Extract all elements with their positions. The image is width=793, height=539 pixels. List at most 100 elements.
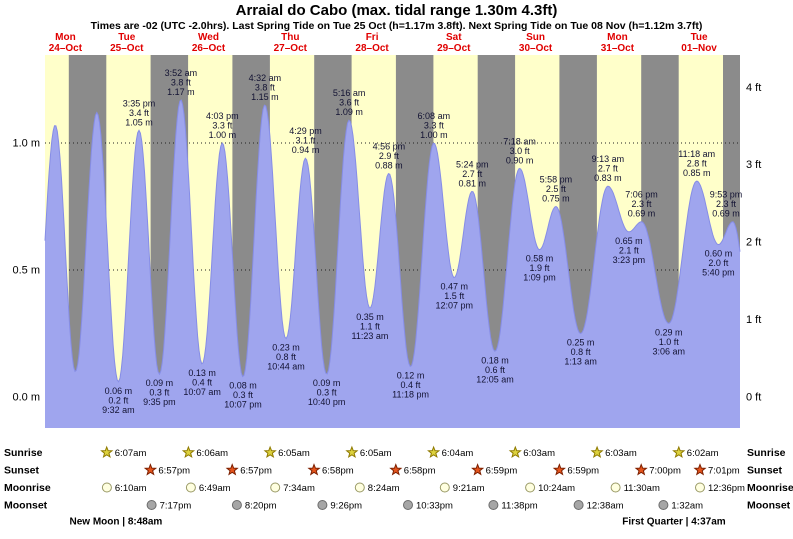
sunrise-time: 6:06am [196,448,228,459]
high-tide-label: 0.75 m [542,194,570,204]
page-subtitle: Times are -02 (UTC -2.0hrs). Last Spring… [90,20,703,32]
low-tide-label: 3:23 pm [613,255,646,265]
high-tide-label: 1.00 m [209,130,237,140]
sunrise-icon [100,445,114,459]
sunrise-icon [263,445,277,459]
low-tide-label: 1.0 ft [659,337,680,347]
low-tide-label: 0.3 ft [233,390,254,400]
low-tide-label: 11:18 pm [392,390,429,400]
moonrise-icon [525,482,536,493]
moonrise-time: 6:49am [199,483,231,494]
row-label-right-moonrise: Moonrise [747,482,793,494]
day-label-name: Thu [281,32,299,43]
low-tide-label: 12:05 am [476,374,514,384]
moonset-icon [317,500,328,510]
low-tide-label: 0.65 m [615,236,643,246]
low-tide-label: 0.3 ft [317,388,338,398]
high-tide-label: 4:56 pm [373,142,406,152]
high-tide-label: 3.3 ft [424,121,445,131]
high-tide-label: 9:53 pm [710,190,743,200]
sunrise-icon [427,445,441,459]
day-label-date: 31–Oct [601,43,635,54]
low-tide-label: 0.2 ft [108,395,129,405]
sunrise-time: 6:02am [687,448,719,459]
low-tide-label: 1.1 ft [360,322,381,332]
sunset-time: 7:01pm [708,466,740,477]
low-tide-label: 12:07 pm [435,301,473,311]
moonrise-time: 8:24am [368,483,400,494]
high-tide-label: 3.6 ft [339,98,360,108]
moonset-time: 12:38am [587,501,624,512]
day-label-name: Tue [691,32,708,43]
low-tide-label: 0.13 m [188,368,216,378]
day-label-name: Sun [526,32,545,43]
low-tide-label: 0.58 m [526,254,554,264]
day-label-name: Sat [446,32,462,43]
moonset-time: 8:20pm [245,501,277,512]
day-label-name: Fri [366,32,379,43]
low-tide-label: 10:07 am [183,387,221,397]
day-label-name: Wed [198,32,219,43]
low-tide-label: 9:32 am [102,405,135,415]
low-tide-label: 1:09 pm [523,273,556,283]
low-tide-label: 1.9 ft [529,263,550,273]
moonrise-icon [101,482,112,493]
high-tide-label: 3.8 ft [255,82,276,92]
y-axis-label-ft: 0 ft [746,392,761,404]
moonrise-time: 11:30am [624,483,660,494]
sunrise-icon [181,445,196,459]
sunset-icon [389,463,403,476]
y-axis-label-m: 1.0 m [12,138,40,150]
moonset-icon [573,500,584,510]
sunset-icon [143,463,158,476]
row-label-left-moonrise: Moonrise [4,482,51,494]
low-tide-label: 0.35 m [356,312,384,322]
low-tide-label: 0.8 ft [276,352,297,362]
row-label-left-moonset: Moonset [4,500,48,512]
high-tide-label: 3:52 am [165,68,198,78]
moonset-icon [658,500,669,510]
y-axis-label-ft: 4 ft [746,82,761,94]
moonset-time: 1:32am [671,501,703,512]
moonrise-icon [439,482,450,493]
day-label-name: Mon [607,32,628,43]
low-tide-label: 10:40 pm [308,397,346,407]
sunrise-time: 6:04am [442,448,474,459]
sunset-time: 6:59pm [486,466,518,477]
high-tide-label: 2.9 ft [379,151,400,161]
day-label-date: 30–Oct [519,43,553,54]
sunset-icon [552,463,566,476]
sunset-time: 6:58pm [404,466,436,477]
moonset-time: 9:26pm [330,501,362,512]
moonrise-time: 9:21am [453,483,485,494]
low-tide-label: 10:44 am [267,362,305,372]
sunrise-time: 6:07am [115,448,147,459]
sunset-time: 6:57pm [158,466,190,477]
sunset-icon [307,463,321,476]
y-axis-label-ft: 1 ft [746,314,761,326]
moon-phase-label: First Quarter | 4:37am [622,517,726,528]
high-tide-label: 3.1 ft [296,136,317,146]
moonset-time: 10:33pm [416,501,453,512]
moonset-time: 11:38pm [501,501,537,512]
day-label-date: 26–Oct [192,43,226,54]
high-tide-label: 9:13 am [592,154,625,164]
high-tide-label: 0.69 m [628,209,656,219]
low-tide-label: 1.5 ft [444,291,465,301]
y-axis-label-ft: 2 ft [746,237,761,249]
high-tide-label: 2.7 ft [598,164,619,174]
day-label-name: Mon [55,32,76,43]
high-tide-label: 0.88 m [375,161,403,171]
low-tide-label: 0.4 ft [401,380,422,390]
sunset-time: 6:58pm [322,466,354,477]
tide-area [45,100,740,428]
high-tide-label: 3.4 ft [129,108,150,118]
moonrise-time: 12:36pm [708,483,745,494]
sunset-icon [634,463,648,476]
low-tide-label: 0.3 ft [149,388,170,398]
high-tide-label: 2.7 ft [462,169,483,179]
high-tide-label: 2.3 ft [716,199,737,209]
day-label-date: 28–Oct [355,43,389,54]
